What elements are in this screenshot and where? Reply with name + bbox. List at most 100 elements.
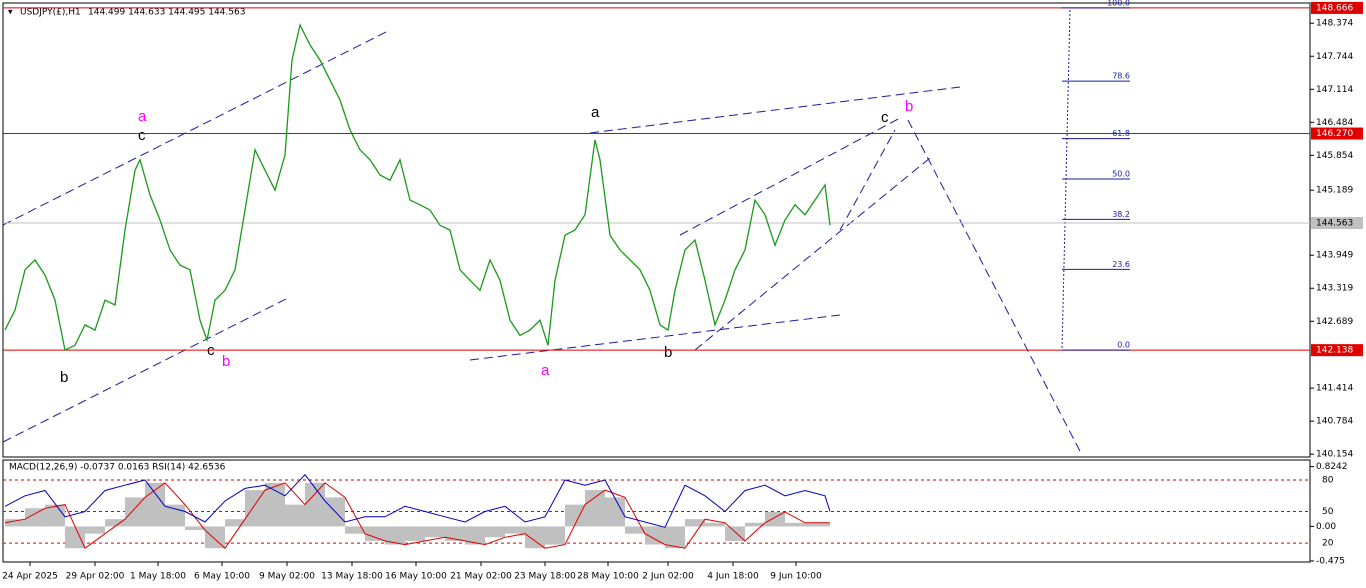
y-tick-label: 145.854 <box>1316 151 1353 161</box>
fib-line <box>1061 9 1071 351</box>
macd-bar <box>25 508 45 527</box>
y-tick-label: 80 <box>1322 475 1334 485</box>
level-label-box <box>1311 1 1363 14</box>
macd-bar <box>385 526 405 545</box>
rsi-line <box>4 473 831 528</box>
header-symbol: ▾ <box>8 8 13 18</box>
y-tick-label: 145.189 <box>1316 186 1353 196</box>
macd-bar <box>765 511 785 527</box>
macd-bar <box>265 482 285 527</box>
trend-line <box>2 297 289 443</box>
fib-label: 0.0 <box>1117 341 1130 350</box>
macd-bar <box>465 526 485 545</box>
x-tick-label: 21 May 02:00 <box>450 572 512 582</box>
x-tick-label: 23 May 18:00 <box>514 572 576 582</box>
y-tick-label: 142.689 <box>1316 317 1353 327</box>
fib-label: 23.6 <box>1112 260 1130 269</box>
level-label-box <box>1311 344 1363 357</box>
fib-label: 61.8 <box>1112 129 1130 138</box>
macd-bar <box>825 522 830 527</box>
header-ohlc: 144.499 144.633 144.495 144.563 <box>88 8 245 18</box>
macd-bar <box>345 526 365 534</box>
y-tick-label: 20 <box>1322 539 1334 549</box>
macd-bar <box>105 519 125 527</box>
x-tick-label: 9 May 02:00 <box>259 572 315 582</box>
x-tick-label: 13 May 18:00 <box>321 572 383 582</box>
macd-bar <box>245 490 265 527</box>
price-line <box>4 23 831 352</box>
wave-label: a <box>541 362 550 379</box>
macd-bar <box>285 504 305 527</box>
wave-label: b <box>664 344 672 361</box>
macd-bar <box>665 526 685 549</box>
macd-bar <box>725 526 745 541</box>
y2-tick-label: -0.475 <box>1316 556 1345 566</box>
macd-bar <box>745 522 765 527</box>
macd-bar <box>525 526 545 549</box>
y-tick-label: 50 <box>1322 507 1334 517</box>
macd-bar <box>405 526 425 541</box>
x-tick-label: 24 Apr 2025 <box>2 572 58 582</box>
wave-label: b <box>60 369 68 386</box>
macd-bar <box>585 490 605 527</box>
x-tick-label: 9 Jun 10:00 <box>770 572 822 582</box>
level-label-box <box>1311 127 1363 140</box>
macd-bar <box>445 526 465 541</box>
fib-label: 78.6 <box>1112 72 1130 81</box>
y-tick-label: 140.784 <box>1316 417 1353 427</box>
x-tick-label: 16 May 10:00 <box>385 572 447 582</box>
macd-bar <box>685 519 705 527</box>
header-title: USDJPY(£),H1 <box>20 8 81 18</box>
macd-bar <box>545 526 565 545</box>
level-label: 148.666 <box>1316 3 1353 13</box>
trend-line <box>469 314 841 361</box>
fib-label: 100.0 <box>1107 0 1130 7</box>
x-tick-label: 4 Jun 18:00 <box>707 572 759 582</box>
signal-line <box>4 482 830 549</box>
macd-bar <box>505 526 525 534</box>
macd-bar <box>485 526 505 538</box>
fib-label: 38.2 <box>1112 210 1130 219</box>
wave-label: a <box>591 104 600 121</box>
x-tick-label: 2 Jun 02:00 <box>642 572 694 582</box>
indicator-title: MACD(12,26,9) -0.0737 0.0163 RSI(14) 42.… <box>9 463 226 473</box>
y-tick-label: 147.114 <box>1316 85 1353 95</box>
fib-label: 50.0 <box>1112 170 1130 179</box>
wave-label: b <box>905 98 913 115</box>
macd-bar <box>185 526 205 531</box>
y2-tick-label: 0.8242 <box>1316 462 1348 472</box>
y-tick-label: 141.414 <box>1316 384 1353 394</box>
x-tick-label: 28 May 10:00 <box>577 572 639 582</box>
y2-tick-label: 0.00 <box>1316 522 1336 532</box>
x-tick-label: 1 May 18:00 <box>130 572 186 582</box>
main-frame <box>2 2 1311 458</box>
macd-bar <box>365 526 385 541</box>
y-tick-label: 147.744 <box>1316 52 1353 62</box>
trend-line <box>694 157 931 351</box>
current-price-label: 144.563 <box>1316 219 1353 229</box>
wave-label: a <box>138 108 147 125</box>
y-tick-label: 148.374 <box>1316 19 1353 29</box>
y-tick-label: 140.154 <box>1316 450 1353 460</box>
macd-bar <box>625 526 645 534</box>
macd-bar <box>425 526 445 538</box>
trend-line <box>839 129 896 231</box>
macd-bar <box>645 526 665 545</box>
macd-bar <box>125 497 145 527</box>
macd-bar <box>165 504 185 527</box>
y-tick-label: 143.949 <box>1316 251 1353 261</box>
macd-bar <box>705 522 725 527</box>
macd-bar <box>225 519 245 527</box>
macd-bar <box>605 497 625 527</box>
trend-line <box>679 117 901 236</box>
x-tick-label: 6 May 10:00 <box>194 572 250 582</box>
macd-bar <box>145 482 165 527</box>
macd-bar <box>5 519 25 527</box>
trend-line <box>589 86 961 134</box>
macd-bar <box>785 522 805 527</box>
y-tick-label: 143.319 <box>1316 284 1353 294</box>
x-tick-label: 29 Apr 02:00 <box>66 572 125 582</box>
current-price-box <box>1311 217 1363 230</box>
macd-bar <box>65 526 85 549</box>
